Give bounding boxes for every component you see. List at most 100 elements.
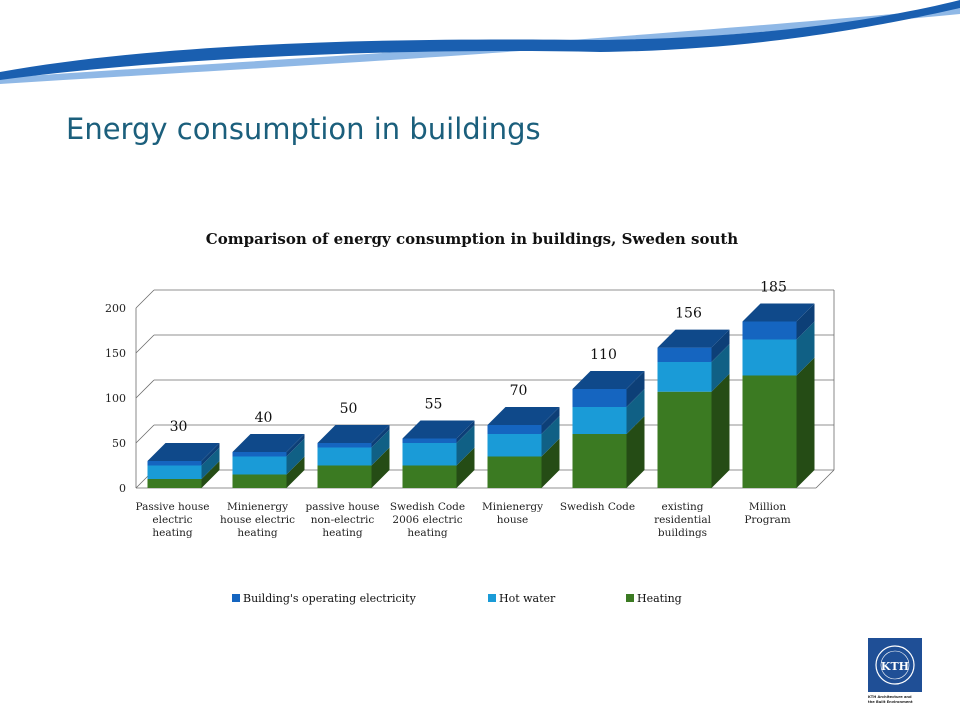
bar-top [147,443,220,461]
legend-label: Hot water [499,592,556,605]
bar-segment-front [232,456,287,475]
bar-top [487,407,560,425]
bar-segment-side [286,434,305,457]
swoosh-light-band [0,8,960,84]
bar-top [232,434,305,452]
bar-segment-side [371,429,390,466]
logo-background [868,638,922,692]
bar-segment-side [796,357,815,488]
bar-segment-side [626,389,645,434]
bar-segment-front [657,362,712,392]
data-label: 110 [590,347,617,363]
bar-segment-front [742,321,797,340]
data-label: 156 [675,306,702,322]
bar-segment-front [317,447,372,466]
chart-bars [147,303,815,488]
gridline-side [135,379,155,399]
category-label: passive house non-electric heating [305,501,379,539]
gridline-side [135,334,155,354]
category-label: Swedish Code [560,501,635,513]
slide-title: Energy consumption in buildings [66,112,541,146]
y-tick-label: 100 [105,392,126,405]
y-tick-label: 150 [105,347,126,360]
bar-segment-front [402,465,457,488]
category-label: existing residential buildings [654,501,712,539]
bar-segment-side [711,329,730,362]
legend-swatch [232,594,240,602]
data-label: 30 [170,419,188,435]
chart-legend: Building's operating electricity Hot wate… [232,592,682,605]
data-label: 70 [510,383,528,399]
kth-logo: KTH KTH Architecture and the Built Envir… [868,638,922,704]
bar-segment-front [742,339,797,376]
chart-title: Comparison of energy consumption in buil… [206,230,739,248]
y-tick-label: 0 [119,482,126,495]
bar-segment-front [147,461,202,466]
bar-segment-side [541,438,560,488]
bar-segment-front [317,443,372,448]
bar-segment-side [201,447,220,479]
bar-segment-front [317,465,372,488]
logo-emblem-inner-ring [880,650,910,680]
bar-segment-front [232,452,287,457]
gridline-side [135,289,155,309]
bar-segment-side [541,407,560,434]
data-label: 55 [425,397,443,413]
bar-top [402,420,475,439]
bar-segment-front [402,443,457,466]
bar-segment-side [626,416,645,488]
header-swoosh [0,0,960,84]
legend-label: Heating [637,592,682,605]
bar-segment-side [626,371,645,407]
logo-text: KTH [881,660,909,673]
category-label: Passive house electric heating [136,501,210,539]
legend-label: Building's operating electricity [243,592,417,605]
bar-segment-front [572,389,627,407]
bar-segment-side [456,447,475,488]
logo-emblem-ring [875,645,915,685]
logo-caption-line2: the Built Environment [868,700,913,704]
bar-segment-side [286,438,305,475]
bar-segment-front [487,425,542,434]
bar-segment-side [796,303,815,340]
bar-segment-front [572,407,627,434]
bar-segment-side [371,447,390,488]
bar-segment-side [371,425,390,448]
bar-segment-front [657,347,712,362]
bar-segment-side [456,425,475,466]
bar-top [317,425,390,443]
bar-segment-side [711,344,730,392]
bar-top [572,371,645,389]
chart-labels: 0 50 100 150 200 30 Passive house electric heati… [105,280,791,540]
bar-top [742,303,815,322]
bar-segment-front [147,465,202,479]
bar-segment-front [487,456,542,488]
category-label: Minienergy house [482,501,543,526]
floor-right-edge [815,469,835,489]
bar-segment-side [541,416,560,457]
data-label: 185 [760,280,787,296]
bar-segment-front [232,474,287,488]
y-tick-label: 200 [105,302,126,315]
bar-segment-front [402,438,457,443]
bar-segment-side [201,461,220,488]
bar-segment-front [147,479,202,488]
category-label: Swedish Code 2006 electric heating [390,501,465,539]
data-label: 50 [340,401,358,417]
bar-segment-front [657,391,712,488]
bar-segment-side [286,456,305,488]
legend-swatch [488,594,496,602]
logo-caption-line1: KTH Architecture and [868,695,912,699]
gridline-side [135,424,155,444]
bar-segment-front [742,375,797,488]
bar-segment-side [201,443,220,466]
bar-segment-front [572,434,627,488]
bar-segment-side [711,373,730,488]
data-label: 40 [255,410,273,426]
category-label: Minienergy house electric heating [220,501,295,539]
bar-top [657,329,730,348]
legend-swatch [626,594,634,602]
bar-segment-side [456,420,475,443]
y-tick-label: 50 [112,437,126,450]
